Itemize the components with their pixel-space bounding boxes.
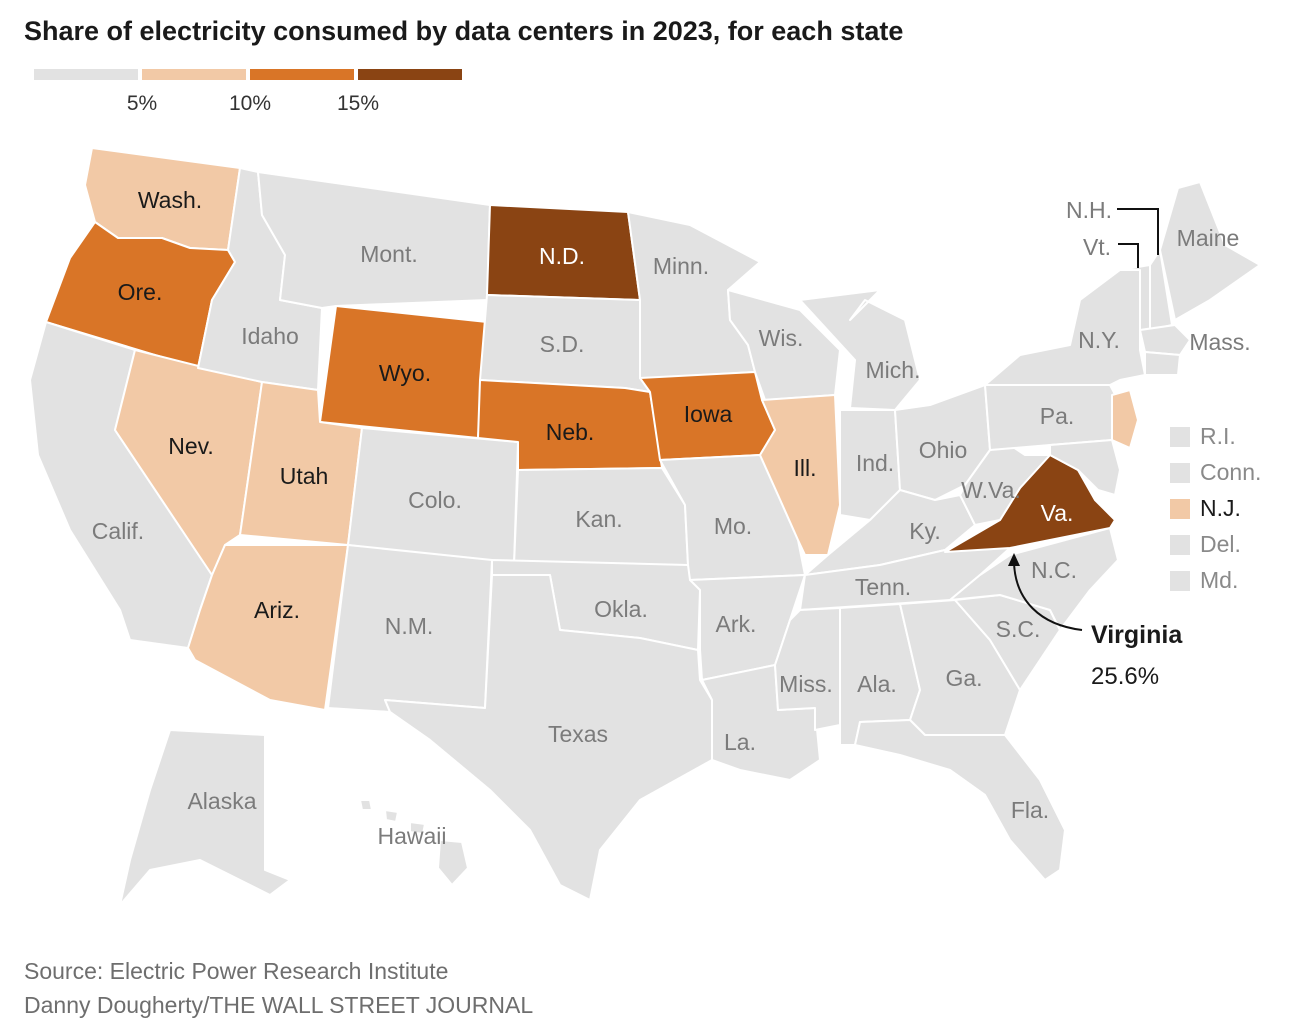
state-il <box>759 394 841 556</box>
label-hi: Hawaii <box>377 823 446 849</box>
state-md-de <box>1049 439 1121 496</box>
state-nc <box>949 527 1119 631</box>
callout-value: 25.6% <box>1091 663 1159 690</box>
label-ne: Neb. <box>546 419 595 445</box>
label-sc: S.C. <box>996 616 1041 642</box>
leader-line-nh <box>1117 208 1159 255</box>
state-nj <box>1111 389 1139 449</box>
label-co: Colo. <box>408 487 462 513</box>
label-ks: Kan. <box>575 506 622 532</box>
small-state-label: N.J. <box>1200 495 1241 521</box>
label-la: La. <box>724 729 756 755</box>
label-ga: Ga. <box>945 665 982 691</box>
state-labels: Wash. Ore. Calif. Nev. Idaho Mont. Wyo. … <box>92 187 1251 849</box>
small-state-label: Md. <box>1200 567 1238 593</box>
virginia-callout: Virginia 25.6% <box>1008 553 1183 690</box>
label-wy: Wyo. <box>379 360 431 386</box>
callout-arrowhead-icon <box>1008 553 1020 566</box>
state-me <box>1159 181 1261 321</box>
state-ct-ri <box>1144 351 1181 376</box>
label-nh: N.H. <box>1066 197 1112 223</box>
label-ma: Mass. <box>1189 329 1250 355</box>
label-tx: Texas <box>548 721 608 747</box>
label-wi: Wis. <box>759 325 804 351</box>
small-state-label: Conn. <box>1200 459 1261 485</box>
label-sd: S.D. <box>540 331 585 357</box>
label-ia: Iowa <box>684 401 733 427</box>
label-or: Ore. <box>118 279 163 305</box>
label-nv: Nev. <box>168 433 214 459</box>
label-mi: Mich. <box>866 357 921 383</box>
state-hi <box>359 799 469 886</box>
small-state-label: R.I. <box>1200 423 1236 449</box>
credit-note: Danny Dougherty/THE WALL STREET JOURNAL <box>24 992 534 1018</box>
label-me: Maine <box>1177 225 1240 251</box>
small-state-label: Del. <box>1200 531 1241 557</box>
callout-state-name: Virginia <box>1091 621 1183 649</box>
state-ma <box>1139 324 1191 356</box>
legend-tick-5: 5% <box>127 92 157 115</box>
state-ak <box>119 729 291 906</box>
small-state-swatch <box>1170 427 1190 447</box>
source-note: Source: Electric Power Research Institut… <box>24 958 449 984</box>
label-ut: Utah <box>280 463 329 489</box>
label-pa: Pa. <box>1040 403 1075 429</box>
legend-swatch-0 <box>34 69 138 80</box>
label-ms: Miss. <box>779 671 833 697</box>
callout-arrow-line <box>1013 561 1083 631</box>
label-nm: N.M. <box>385 613 434 639</box>
leader-line-vt <box>1118 243 1139 268</box>
label-ak: Alaska <box>187 788 256 814</box>
label-va: Va. <box>1041 500 1074 526</box>
label-ky: Ky. <box>909 518 941 544</box>
label-mo: Mo. <box>714 513 752 539</box>
small-state-swatch <box>1170 535 1190 555</box>
legend-swatch-3 <box>358 69 462 80</box>
label-wv: W.Va. <box>961 477 1021 503</box>
label-mn: Minn. <box>653 253 709 279</box>
legend-swatch-1 <box>142 69 246 80</box>
state-ms <box>774 607 841 731</box>
label-ny: N.Y. <box>1078 327 1120 353</box>
label-fl: Fla. <box>1011 797 1049 823</box>
label-il: Ill. <box>794 455 817 481</box>
state-mt <box>257 171 491 309</box>
legend-tick-15: 15% <box>337 92 379 115</box>
state-ny <box>984 269 1146 386</box>
chart-title: Share of electricity consumed by data ce… <box>24 16 904 46</box>
small-state-swatch <box>1170 463 1190 483</box>
label-ca: Calif. <box>92 518 144 544</box>
small-state-key: R.I. Conn. N.J. Del. Md. <box>1170 423 1261 593</box>
label-az: Ariz. <box>254 597 300 623</box>
small-state-swatch <box>1170 571 1190 591</box>
label-al: Ala. <box>857 671 897 697</box>
label-tn: Tenn. <box>855 574 911 600</box>
label-nd: N.D. <box>539 243 585 269</box>
state-fl <box>854 719 1066 881</box>
legend: 5% 10% 15% <box>34 69 462 115</box>
label-mt: Mont. <box>360 241 418 267</box>
legend-swatch-2 <box>250 69 354 80</box>
state-mi <box>799 289 921 411</box>
state-tx <box>384 574 713 901</box>
label-nc: N.C. <box>1031 557 1077 583</box>
state-wv <box>959 444 1051 526</box>
label-wa: Wash. <box>138 187 202 213</box>
label-in: Ind. <box>856 450 894 476</box>
small-state-swatch <box>1170 499 1190 519</box>
label-ok: Okla. <box>594 596 648 622</box>
legend-tick-10: 10% <box>229 92 271 115</box>
label-vt: Vt. <box>1083 234 1111 260</box>
label-ar: Ark. <box>716 611 757 637</box>
label-oh: Ohio <box>919 437 968 463</box>
label-id: Idaho <box>241 323 299 349</box>
